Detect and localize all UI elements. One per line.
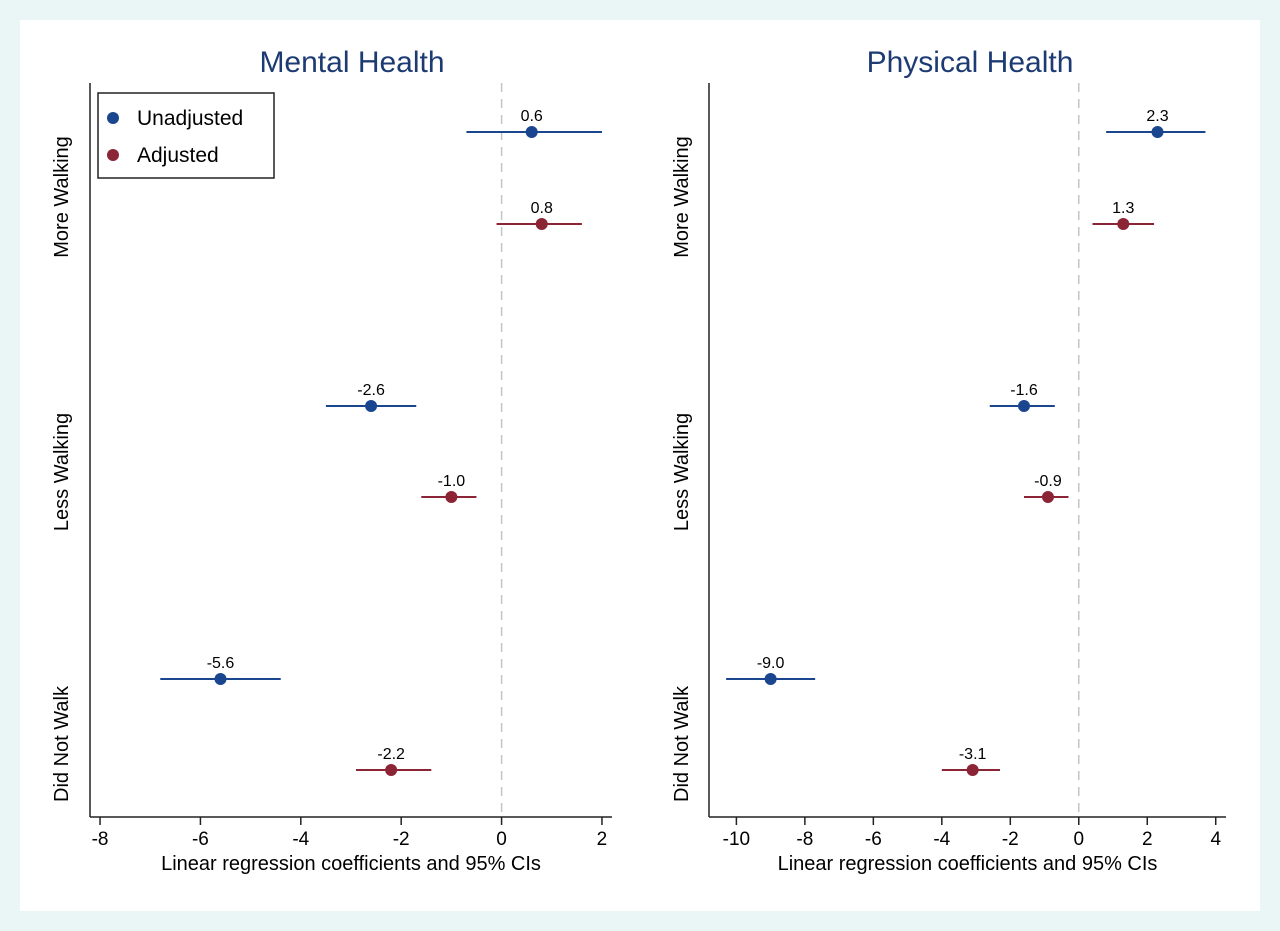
- point-estimate: [365, 400, 378, 412]
- legend-label: Unadjusted: [137, 107, 243, 130]
- point-estimate: [535, 218, 548, 230]
- legend-box: [97, 92, 275, 179]
- data-label: 0.8: [531, 200, 553, 217]
- data-label: -2.2: [377, 746, 405, 763]
- point-estimate: [385, 764, 398, 776]
- x-axis-label: Linear regression coefficients and 95% C…: [161, 853, 541, 875]
- data-label: -3.1: [959, 746, 987, 763]
- panel-0: Mental Health -8 -6 -4 -2 0 2 Linear regression…: [51, 46, 612, 875]
- data-label: 1.3: [1112, 200, 1134, 217]
- x-tick-label: -2: [1002, 829, 1019, 850]
- legend-label: Adjusted: [137, 144, 219, 167]
- category-label: Less Walking: [671, 413, 693, 531]
- figure-canvas: Mental Health -8 -6 -4 -2 0 2 Linear regression…: [20, 20, 1260, 911]
- x-tick-label: -10: [723, 829, 750, 850]
- x-tick-label: 2: [1142, 829, 1153, 850]
- x-tick-label: -8: [92, 829, 109, 850]
- x-tick-label: -2: [393, 829, 410, 850]
- category-label: Did Not Walk: [51, 685, 73, 802]
- data-label: -1.6: [1010, 382, 1038, 399]
- x-tick-label: 0: [1073, 829, 1084, 850]
- x-tick-label: -4: [292, 829, 309, 850]
- point-estimate: [966, 764, 979, 776]
- category-label: More Walking: [671, 136, 693, 258]
- point-estimate: [445, 491, 458, 503]
- chart-title: Physical Health: [867, 46, 1074, 79]
- point-estimate: [1151, 126, 1164, 138]
- data-label: -9.0: [757, 655, 785, 672]
- x-tick-label: -6: [192, 829, 209, 850]
- chart-title: Mental Health: [259, 46, 444, 79]
- category-label: More Walking: [51, 136, 73, 258]
- category-label: Did Not Walk: [671, 685, 693, 802]
- panel-1: Physical Health -10 -8 -6 -4 -2 0 2 4 Linear regr…: [671, 46, 1226, 875]
- x-tick-label: 2: [597, 829, 608, 850]
- x-tick-label: -6: [865, 829, 882, 850]
- point-estimate: [1117, 218, 1130, 230]
- category-label: Less Walking: [51, 413, 73, 531]
- point-estimate: [1041, 491, 1054, 503]
- x-tick-label: -8: [796, 829, 813, 850]
- data-label: -1.0: [438, 473, 466, 490]
- x-axis-label: Linear regression coefficients and 95% C…: [778, 853, 1158, 875]
- legend-marker: [107, 149, 119, 161]
- point-estimate: [214, 673, 227, 685]
- point-estimate: [1017, 400, 1030, 412]
- x-tick-label: 4: [1210, 829, 1221, 850]
- legend-marker: [107, 112, 119, 124]
- data-label: -0.9: [1034, 473, 1062, 490]
- point-estimate: [525, 126, 538, 138]
- data-label: 2.3: [1146, 108, 1168, 125]
- data-label: -2.6: [357, 382, 385, 399]
- forest-plot-svg: Mental Health -8 -6 -4 -2 0 2 Linear regression…: [51, 46, 1226, 875]
- point-estimate: [764, 673, 777, 685]
- data-label: 0.6: [521, 108, 543, 125]
- data-label: -5.6: [207, 655, 235, 672]
- x-tick-label: -4: [933, 829, 950, 850]
- x-tick-label: 0: [496, 829, 507, 850]
- legend: Unadjusted Adjusted: [97, 92, 275, 179]
